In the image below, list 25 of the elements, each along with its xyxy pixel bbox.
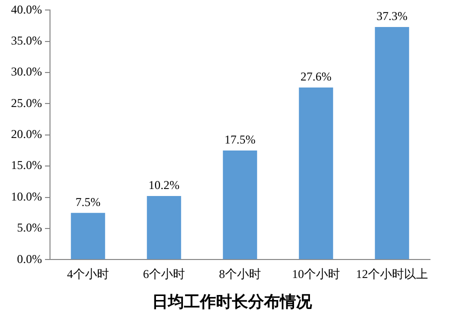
data-label: 17.5% [224,132,256,147]
text: 日均工作时长分布情况 [151,292,313,313]
y-tick-label: 0.0% [16,252,42,266]
x-tick-label: 8个小时 [219,266,261,281]
bar [222,150,258,260]
y-tick-label: 10.0% [10,189,42,204]
data-label: 27.6% [300,70,332,84]
bar [298,88,334,260]
data-label: 7.5% [75,194,100,209]
data-label: 10.2% [148,178,180,192]
y-tick-label: 25.0% [10,96,42,110]
y-tick-label: 30.0% [10,64,42,79]
y-tick-label: 5.0% [16,220,42,235]
y-tick-label: 35.0% [10,34,42,48]
x-tick-label: 6个小时 [142,266,185,281]
x-tick-label: 12个小时以上 [356,266,428,281]
x-tick-label: 4个小时 [66,266,109,281]
bar [146,196,182,260]
y-tick-label: 40.0% [10,2,42,16]
y-tick-label: 15.0% [10,158,42,172]
x-tick-label: 10个小时 [292,266,340,281]
y-tick-label: 20.0% [10,127,42,142]
bar [374,27,410,260]
bar [70,212,106,260]
data-label: 37.3% [376,9,408,24]
